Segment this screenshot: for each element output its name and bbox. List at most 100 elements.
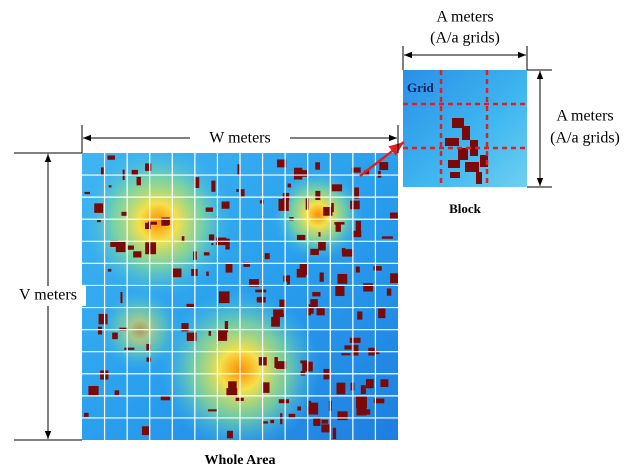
building	[448, 160, 460, 168]
building	[84, 412, 89, 417]
building	[462, 126, 470, 140]
building	[310, 248, 319, 256]
building	[97, 326, 102, 335]
building	[313, 417, 321, 426]
building	[308, 304, 314, 314]
building	[208, 330, 212, 336]
building	[452, 118, 464, 128]
building	[226, 430, 233, 439]
building	[141, 426, 150, 436]
building	[276, 159, 287, 168]
building	[107, 155, 115, 160]
building	[225, 263, 233, 273]
building	[356, 396, 367, 408]
building	[146, 357, 152, 362]
building	[363, 283, 373, 292]
building	[160, 395, 171, 401]
building	[445, 138, 459, 146]
building	[480, 155, 488, 167]
building	[312, 292, 321, 297]
building	[205, 207, 213, 212]
building	[465, 162, 479, 172]
building	[283, 275, 291, 282]
building	[381, 236, 393, 239]
building	[375, 350, 380, 355]
building	[349, 337, 361, 343]
building	[389, 212, 398, 219]
building	[236, 189, 239, 192]
building	[335, 285, 345, 297]
building	[293, 167, 303, 180]
building	[357, 311, 363, 320]
building	[256, 296, 266, 303]
building	[355, 220, 362, 232]
building	[450, 172, 460, 178]
building	[288, 413, 296, 418]
block-height-sub: (A/a grids)	[550, 130, 620, 147]
label-bg	[190, 128, 290, 148]
grid-label: Grid	[407, 80, 434, 95]
building	[355, 266, 360, 273]
building	[344, 345, 352, 350]
building	[243, 262, 250, 267]
building	[306, 308, 311, 316]
building	[341, 353, 351, 356]
building	[274, 357, 278, 368]
label-bg	[10, 286, 86, 306]
building	[145, 163, 152, 171]
building	[353, 230, 362, 238]
building	[280, 413, 283, 425]
building	[249, 279, 259, 287]
building	[276, 361, 287, 369]
building	[321, 424, 330, 433]
building	[120, 291, 123, 304]
building	[186, 332, 197, 341]
building	[211, 180, 216, 192]
building	[172, 268, 182, 278]
height-label: V meters	[19, 287, 77, 304]
building	[332, 427, 337, 440]
building	[315, 162, 320, 170]
building	[316, 306, 325, 316]
building	[221, 201, 230, 209]
building	[377, 175, 382, 178]
block-caption: Block	[449, 201, 482, 216]
width-label: W meters	[209, 130, 270, 147]
building	[161, 217, 169, 226]
building	[259, 200, 264, 204]
building	[131, 169, 138, 176]
block-buildings	[445, 118, 488, 184]
building	[218, 291, 230, 304]
building	[207, 409, 218, 412]
building	[271, 316, 280, 327]
building	[217, 329, 228, 341]
zoom-arrow	[359, 141, 405, 177]
building	[261, 382, 270, 393]
block-grid	[403, 70, 527, 187]
block-height-label: A meters	[556, 108, 613, 125]
whole-caption: Whole Area	[205, 453, 276, 468]
building	[146, 343, 151, 351]
building	[228, 381, 237, 389]
building	[278, 198, 289, 211]
building	[356, 404, 367, 416]
building	[337, 273, 348, 284]
building	[308, 402, 319, 415]
building	[321, 419, 328, 424]
building	[378, 308, 386, 319]
building	[319, 272, 324, 282]
building	[121, 211, 128, 216]
building	[365, 379, 374, 389]
building	[278, 399, 290, 404]
building	[351, 167, 361, 173]
building	[237, 164, 241, 176]
building	[124, 347, 135, 350]
building	[133, 251, 142, 258]
building	[334, 222, 345, 225]
building	[208, 234, 215, 241]
building	[145, 222, 152, 230]
building	[181, 323, 189, 332]
building	[380, 379, 389, 387]
